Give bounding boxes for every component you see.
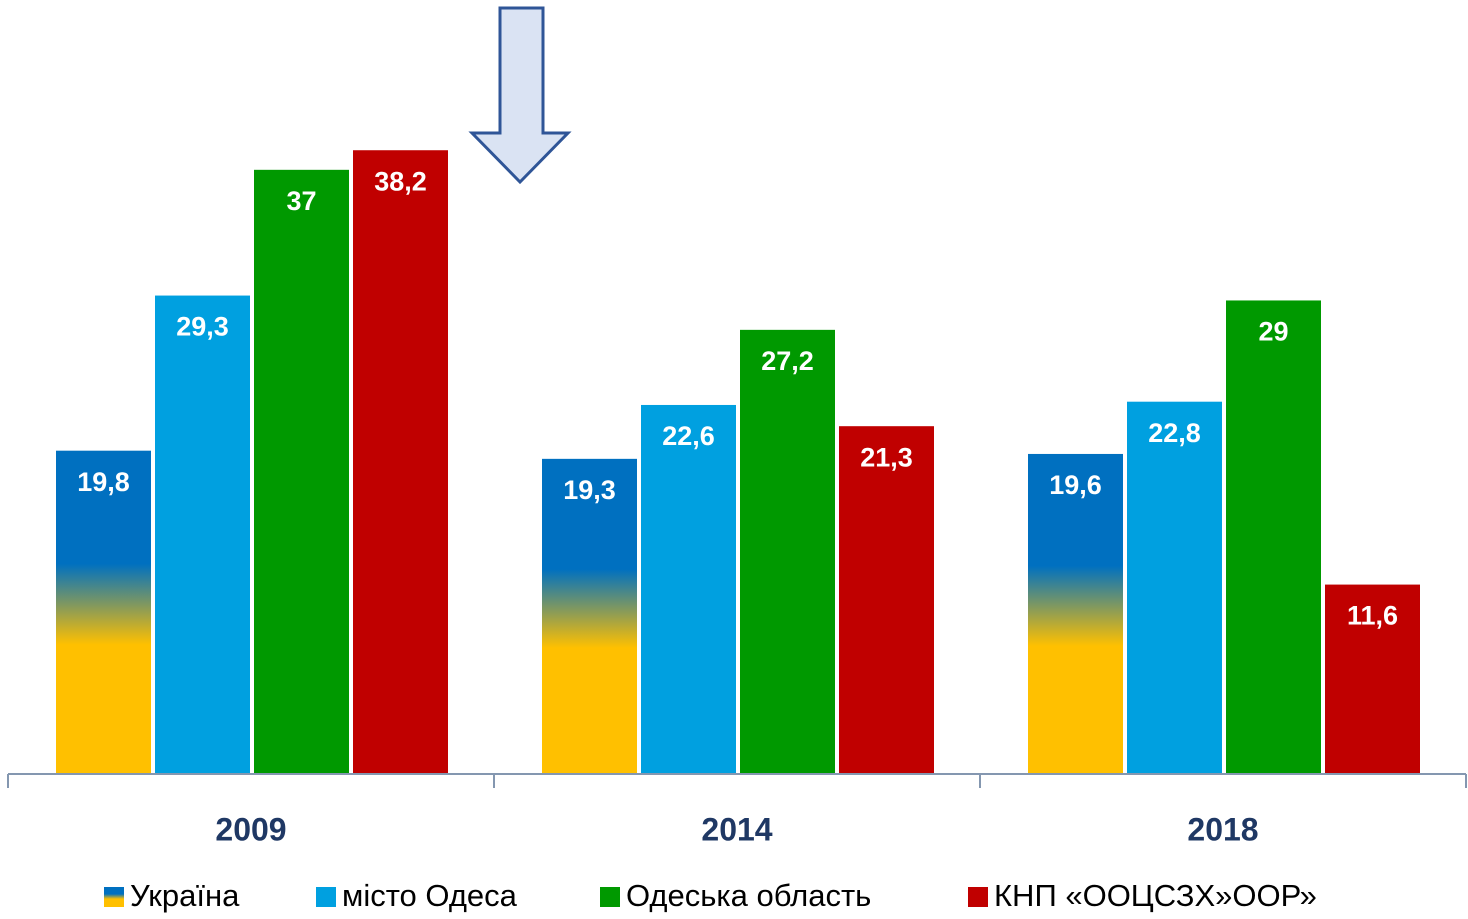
- value-label: 11,6: [1347, 601, 1398, 631]
- legend-label: Україна: [130, 878, 240, 913]
- bar: [1127, 401, 1222, 774]
- value-label: 19,6: [1049, 470, 1102, 500]
- value-label: 37: [286, 186, 316, 216]
- x-tick-label: 2014: [701, 811, 772, 847]
- bar: [254, 169, 349, 775]
- value-label: 19,8: [77, 467, 130, 497]
- arrow: [468, 6, 572, 185]
- value-label: 19,3: [563, 475, 616, 505]
- value-label: 38,2: [374, 166, 427, 196]
- x-tick-label: 2018: [1187, 811, 1258, 847]
- legend-label: місто Одеса: [342, 878, 518, 913]
- x-tick-label: 2009: [215, 811, 286, 847]
- value-label: 21,3: [860, 442, 913, 472]
- legend-label: Одеська область: [626, 878, 871, 913]
- bar: [1028, 453, 1123, 774]
- legend-label: КНП «ООЦСЗХ»ООР»: [994, 878, 1317, 913]
- bar: [353, 150, 448, 774]
- legend-swatch: [316, 887, 336, 907]
- bar: [542, 458, 637, 774]
- value-label: 22,6: [662, 421, 715, 451]
- value-label: 27,2: [761, 346, 814, 376]
- value-label: 29,3: [176, 312, 229, 342]
- bar: [155, 295, 250, 774]
- value-label: 29: [1258, 317, 1288, 347]
- bar: [740, 329, 835, 774]
- bar: [1325, 584, 1420, 774]
- bar: [56, 450, 151, 774]
- legend-swatch: [968, 887, 988, 907]
- legend-swatch: [600, 887, 620, 907]
- bar: [641, 404, 736, 774]
- legend-swatch: [104, 887, 124, 907]
- bar: [1226, 300, 1321, 774]
- value-label: 22,8: [1148, 418, 1201, 448]
- bar: [839, 426, 934, 774]
